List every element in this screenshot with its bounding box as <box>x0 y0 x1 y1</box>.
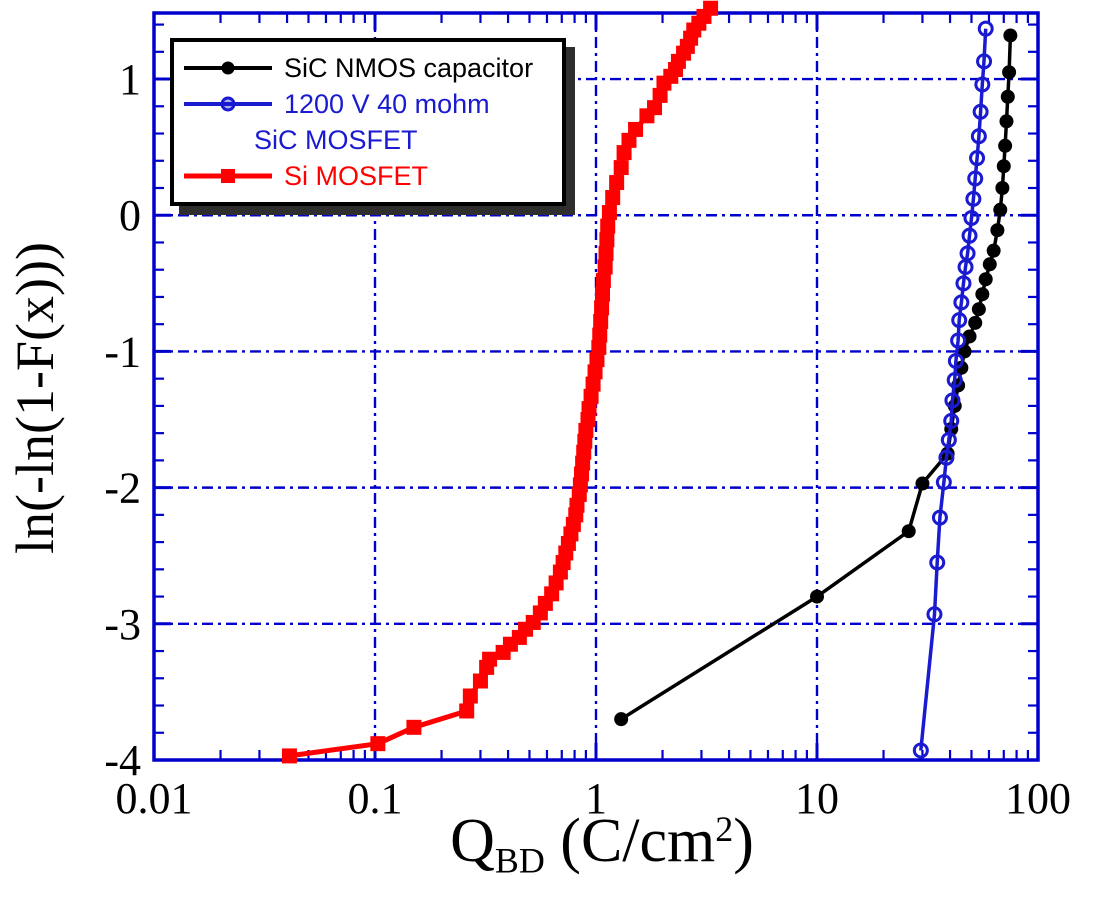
legend-entry-sic-nmos-capacitor: SiC NMOS capacitor <box>182 50 554 86</box>
x-axis-title: QBD (C/cm2) <box>450 806 754 882</box>
legend-entry-sic-mosfet: 1200 V 40 mohm <box>182 86 554 122</box>
legend-label: 1200 V 40 mohm <box>284 88 490 119</box>
x-title-mid: (C/cm <box>544 807 716 875</box>
legend-label-second-line: SiC MOSFET <box>254 124 418 155</box>
y-tick-label: 1 <box>119 55 141 104</box>
x-tick-label: 0.1 <box>348 774 403 823</box>
y-tick-label: -3 <box>104 600 141 649</box>
x-title-end: ) <box>733 807 754 875</box>
series-si-mosfet <box>281 0 719 764</box>
x-tick-label: 0.01 <box>116 774 193 823</box>
axis-ticks <box>152 13 1040 762</box>
y-tick-label: 0 <box>119 191 141 240</box>
legend-label: SiC NMOS capacitor <box>284 52 534 83</box>
legend-entry-sic-mosfet-line2: SiC MOSFET <box>254 122 554 158</box>
legend-label: Si MOSFET <box>284 160 429 191</box>
legend-line-sample-black <box>184 61 272 75</box>
series-sic-nmos-capacitor <box>614 28 1018 727</box>
legend-line-sample-red <box>184 169 272 183</box>
series-1200-v-40-mohm-sic-mosfet <box>912 20 994 759</box>
x-tick-label: 100 <box>1005 774 1071 823</box>
x-tick-label: 1 <box>585 774 607 823</box>
x-title-main: Q <box>450 807 495 875</box>
y-tick-label: -1 <box>104 327 141 376</box>
markers-1200-v-40-mohm-sic-mosfet <box>912 20 994 759</box>
legend-entry-si-mosfet: Si MOSFET <box>182 158 554 194</box>
x-title-subscript: BD <box>494 840 545 881</box>
markers-si-mosfet <box>281 0 719 764</box>
y-axis-title: ln(-ln(1-F(x))) <box>5 242 65 554</box>
legend-line-sample-blue <box>184 96 272 112</box>
markers-sic-nmos-capacitor <box>614 28 1018 727</box>
x-tick-label: 10 <box>795 774 839 823</box>
y-tick-label: -2 <box>104 464 141 513</box>
x-title-superscript: 2 <box>715 809 734 850</box>
legend-box: SiC NMOS capacitor 1200 V 40 mohm SiC MO… <box>170 38 566 206</box>
y-tick-label: -4 <box>104 736 141 785</box>
